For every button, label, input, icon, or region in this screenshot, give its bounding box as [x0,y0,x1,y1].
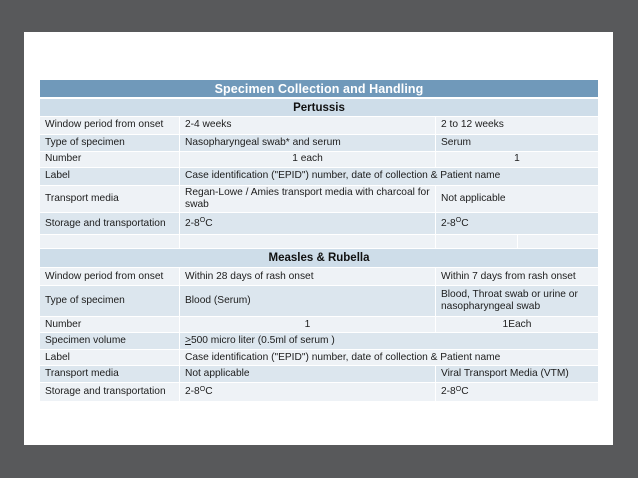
table-row: Number 1 1Each [40,317,598,333]
merged-value-cell: Case identification ("EPID") number, dat… [180,350,598,366]
value-cell: Blood, Throat swab or urine or nasophary… [436,286,598,317]
value-cell: Viral Transport Media (VTM) [436,366,598,383]
merged-value-cell: Case identification ("EPID") number, dat… [180,168,598,185]
slide: Specimen Collection and Handling Pertuss… [24,32,613,445]
value-cell: Regan-Lowe / Amies transport media with … [180,186,435,213]
row-label-cell: Label [40,168,179,185]
row-label-cell: Label [40,350,179,366]
specimen-table: Specimen Collection and Handling Pertuss… [40,80,598,403]
text-segment: 2-8 [441,217,456,229]
row-label-cell: Type of specimen [40,286,179,317]
text-segment: 2-8 [185,217,200,229]
spacer-cell [518,235,598,249]
text-segment: 2-8 [441,386,456,398]
table-row: Label Case identification ("EPID") number… [40,168,598,185]
text-segment: C [205,386,213,398]
value-cell: Not applicable [180,366,435,383]
row-label-cell: Storage and transportation [40,213,179,235]
spacer-cell [436,235,517,249]
table-row: Type of specimen Blood (Serum) Blood, Thro… [40,286,598,317]
value-cell: 1 [436,152,598,167]
superscript-text: O [455,217,462,225]
value-cell: Blood (Serum) [180,286,435,317]
section: Measles & Rubella Window period from onse… [40,249,598,402]
row-label-cell: Specimen volume [40,333,179,350]
row-label-cell: Storage and transportation [40,383,179,402]
table-row: Window period from onset 2-4 weeks 2 to 12… [40,117,598,134]
value-cell: Serum [436,135,598,151]
table-row: Transport media Regan-Lowe / Amies transp… [40,186,598,213]
text-segment: C [205,217,213,229]
superscript-text: O [199,217,206,225]
row-label-cell: Type of specimen [40,135,179,151]
table-title: Specimen Collection and Handling [40,80,598,97]
table-row: Number 1 each 1 [40,152,598,167]
value-cell: 1 [180,317,435,333]
table-row: Specimen volume >500 micro liter (0.5ml o… [40,333,598,350]
section-header: Measles & Rubella [40,249,598,268]
section-header: Pertussis [40,99,598,116]
value-cell: 1Each [436,317,598,333]
value-cell: 1 each [180,152,435,167]
row-label-cell: Window period from onset [40,268,179,286]
underlined-text: > [185,335,191,347]
superscript-text: O [455,385,462,393]
row-label-cell: Number [40,317,179,333]
table-row [40,235,598,249]
value-cell: Nasopharyngeal swab* and serum [180,135,435,151]
row-label-cell: Number [40,152,179,167]
spacer-cell [40,235,179,249]
text-segment: C [461,217,469,229]
value-cell: Not applicable [436,186,598,213]
row-label-cell: Window period from onset [40,117,179,134]
text-segment: C [461,386,469,398]
text-segment: 2-8 [185,386,200,398]
text-segment: 500 micro liter (0.5ml of serum ) [190,335,335,347]
value-cell: Within 28 days of rash onset [180,268,435,286]
spacer-cell [180,235,435,249]
value-cell: 2 to 12 weeks [436,117,598,134]
row-label-cell: Transport media [40,366,179,383]
table-row: Window period from onset Within 28 days o… [40,268,598,286]
value-cell: 2-4 weeks [180,117,435,134]
table-row: Label Case identification ("EPID") number… [40,350,598,366]
superscript-text: O [199,385,206,393]
row-label-cell: Transport media [40,186,179,213]
merged-value-cell: >500 micro liter (0.5ml of serum ) [180,333,598,350]
table-row: Type of specimen Nasopharyngeal swab* and… [40,135,598,151]
section: Pertussis Window period from onset 2-4 wee… [40,99,598,249]
value-cell: Within 7 days from rash onset [436,268,598,286]
table-row: Transport media Not applicable Viral Trans… [40,366,598,383]
